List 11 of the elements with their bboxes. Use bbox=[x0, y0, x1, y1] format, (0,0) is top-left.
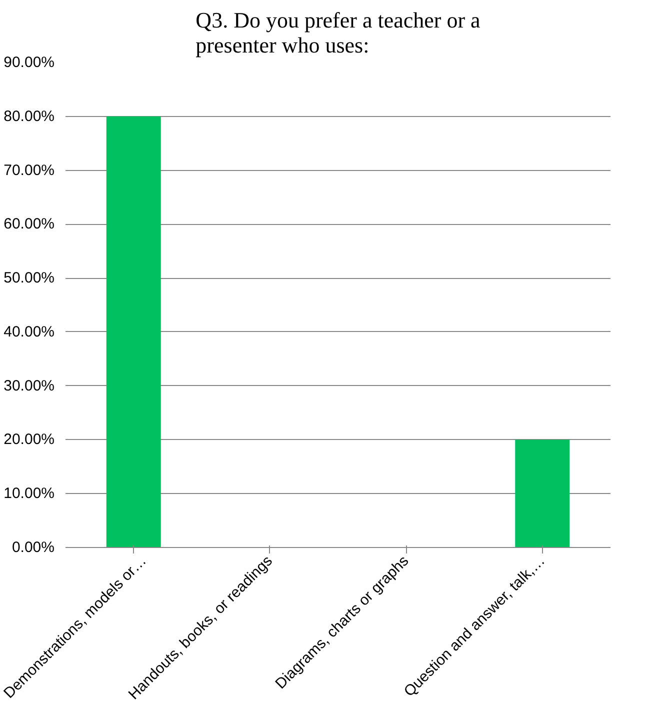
y-tick-label: 10.00% bbox=[4, 485, 54, 502]
y-tick-label: 40.00% bbox=[4, 323, 54, 340]
y-tick-label: 60.00% bbox=[4, 216, 54, 233]
y-tick-label: 70.00% bbox=[4, 162, 54, 179]
y-tick-label: 50.00% bbox=[4, 270, 54, 287]
chart-title: Q3. Do you prefer a teacher or a presenter who uses: bbox=[196, 8, 481, 58]
y-tick-label: 0.00% bbox=[12, 539, 55, 556]
y-tick-label: 20.00% bbox=[4, 431, 54, 448]
y-tick-label: 90.00% bbox=[4, 54, 54, 71]
y-tick-label: 30.00% bbox=[4, 377, 54, 394]
y-tick-label: 80.00% bbox=[4, 108, 54, 125]
